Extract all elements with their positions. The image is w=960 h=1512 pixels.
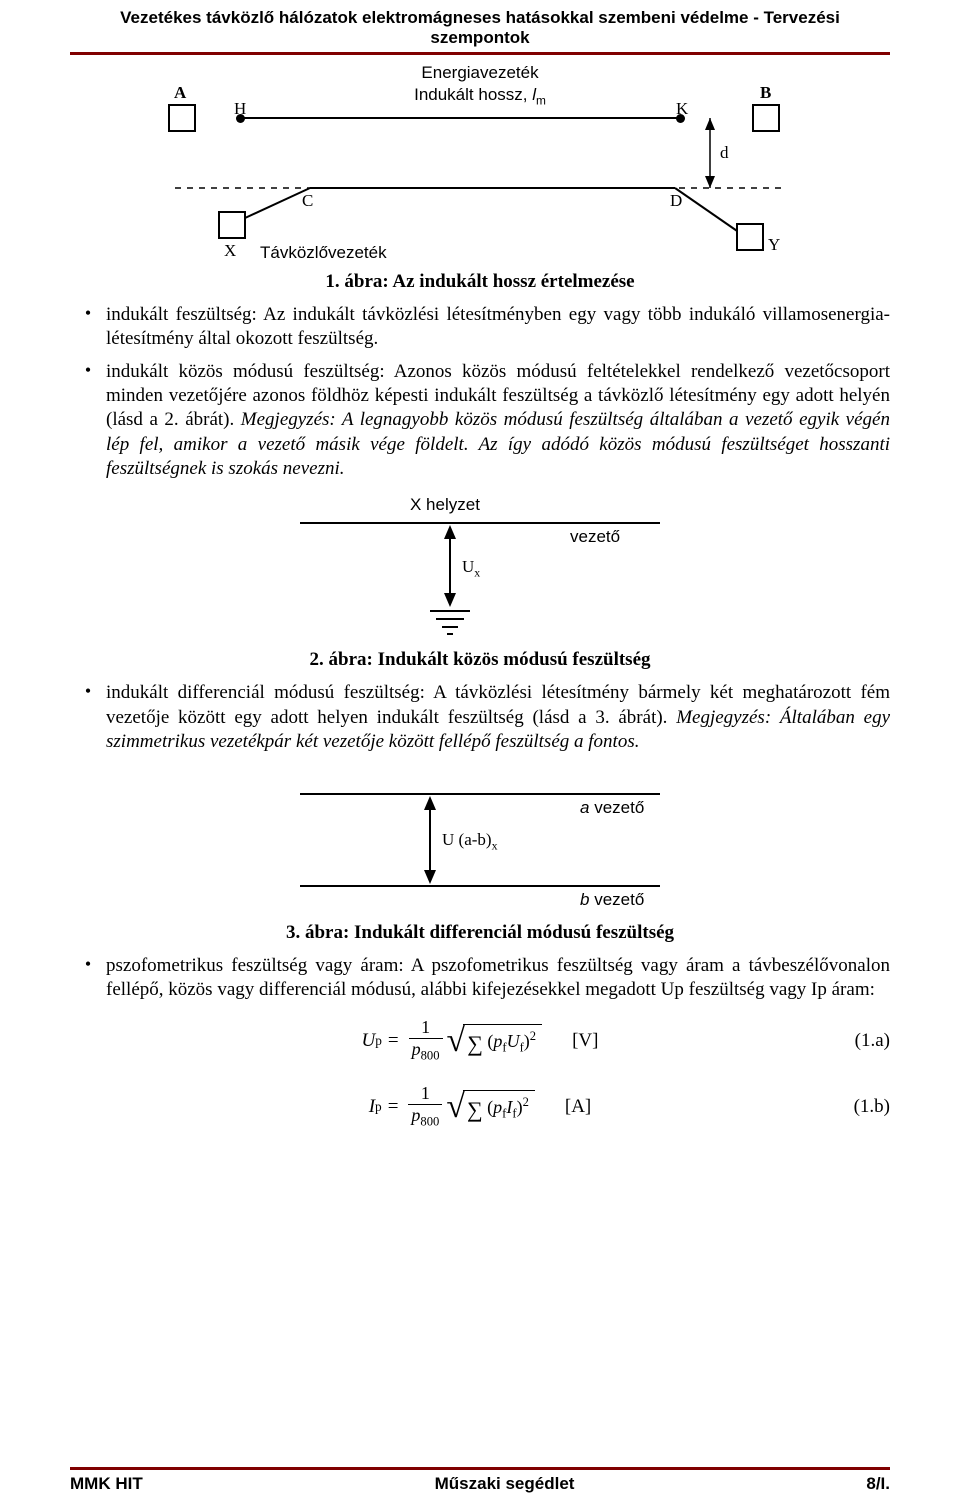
eq1-uf: U — [507, 1031, 520, 1051]
fig3-b-label: b vezető — [580, 890, 644, 910]
eq2-frac: 1 p800 — [408, 1083, 442, 1130]
bullet-marker: • — [70, 360, 106, 482]
eq2-lhs-sub: p — [375, 1099, 382, 1115]
fig3-u: U (a-b) — [442, 830, 492, 849]
eq1-unit: [V] — [572, 1030, 598, 1052]
lbl-d: D — [670, 191, 682, 211]
fig3-caption: 3. ábra: Indukált differenciál módusú fe… — [70, 922, 890, 944]
header-title: Vezetékes távközlő hálózatok elektromágn… — [70, 8, 890, 48]
eq2-p-sub: 800 — [420, 1115, 439, 1129]
bullet-2-text: indukált közös módusú feszültség: Azonos… — [106, 360, 890, 482]
fig3-a-label: a vezető — [580, 798, 644, 818]
bullet-4-text: pszofometrikus feszültség vagy áram: A p… — [106, 954, 890, 1003]
eq1-lhs: U — [362, 1030, 376, 1052]
eq1-lhs-sub: p — [375, 1033, 382, 1049]
para2-lead: indukált közös módusú feszültség: — [106, 361, 394, 382]
eq1-number: (1.a) — [855, 1030, 890, 1052]
fig1-caption: 1. ábra: Az indukált hossz értelmezése — [70, 271, 890, 293]
eq1-sqrt: √ ∑ (pfUf)2 — [447, 1024, 543, 1058]
fig3-b-word: vezető — [589, 890, 644, 909]
lbl-x: X — [224, 241, 236, 261]
fig2-wire-label: vezető — [570, 527, 620, 547]
lbl-y: Y — [768, 235, 780, 255]
eq2-if-sub: f — [512, 1107, 516, 1121]
fig3-a-word: vezető — [589, 798, 644, 817]
box-y — [736, 223, 764, 251]
fig1-title: Energiavezeték — [120, 63, 840, 83]
figure-2: X helyzet vezető Ux — [270, 493, 690, 643]
fig3-uab: U (a-b)x — [442, 830, 498, 853]
fig2-u: U — [462, 557, 474, 576]
eq1-uf-sub: f — [520, 1041, 524, 1055]
footer-right: 8/I. — [866, 1474, 890, 1494]
para3-lead: indukált differenciál módusú feszültség: — [106, 682, 433, 703]
page-header: Vezetékes távközlő hálózatok elektromágn… — [70, 0, 890, 55]
bullet-3: • indukált differenciál módusú feszültsé… — [70, 681, 890, 754]
footer-left: MMK HIT — [70, 1474, 143, 1494]
fig2-u-sub: x — [474, 566, 480, 580]
fig2-xlabel: X helyzet — [410, 495, 480, 515]
footer-center: Műszaki segédlet — [435, 1474, 575, 1494]
bullet-marker: • — [70, 954, 106, 1003]
equation-1b: Ip = 1 p800 √ ∑ (pfIf)2 [A] (1.b) — [70, 1079, 890, 1135]
box-b — [752, 104, 780, 132]
bullet-marker: • — [70, 681, 106, 754]
bullet-marker: • — [70, 303, 106, 352]
bullet-3-text: indukált differenciál módusú feszültség:… — [106, 681, 890, 754]
eq2-sqrt: √ ∑ (pfIf)2 — [446, 1090, 535, 1124]
fig1-subtitle-sub: m — [536, 93, 546, 107]
fig2-ux: Ux — [462, 557, 480, 580]
eq1-frac: 1 p800 — [409, 1017, 443, 1064]
para4-lead: pszofometrikus feszültség vagy áram: — [106, 955, 411, 976]
eq2-pf: p — [493, 1097, 502, 1117]
page-footer: MMK HIT Műszaki segédlet 8/I. — [70, 1467, 890, 1494]
lbl-dist-d: d — [720, 143, 729, 163]
bullet-4: • pszofometrikus feszültség vagy áram: A… — [70, 954, 890, 1003]
eq2-unit: [A] — [565, 1096, 591, 1118]
lbl-c: C — [302, 191, 313, 211]
eq2-number: (1.b) — [854, 1096, 890, 1118]
fig1-subtitle: Indukált hossz, lm — [120, 85, 840, 107]
bullet-1: • indukált feszültség: Az indukált távkö… — [70, 303, 890, 352]
figure-3: a vezető b vezető U (a-b)x — [270, 766, 690, 916]
box-a — [168, 104, 196, 132]
fig1-bottom-label: Távközlővezeték — [260, 243, 387, 263]
equation-1a: Up = 1 p800 √ ∑ (pfUf)2 [V] (1.a) — [70, 1013, 890, 1069]
fig3-u-sub: x — [492, 839, 498, 853]
fig2-caption: 2. ábra: Indukált közös módusú feszültsé… — [70, 649, 890, 671]
eq1-p-sub: 800 — [421, 1049, 440, 1063]
bullet-2: • indukált közös módusú feszültség: Azon… — [70, 360, 890, 482]
bullet-1-text: indukált feszültség: Az indukált távközl… — [106, 303, 890, 352]
box-x — [218, 211, 246, 239]
para1-lead: indukált feszültség: — [106, 304, 263, 325]
figure-1: A B H K C D X Y d Energiavezeték Indukál… — [120, 63, 840, 263]
eq1-p: p — [412, 1039, 421, 1059]
fig1-subtitle-text: Indukált hossz, — [414, 85, 532, 104]
